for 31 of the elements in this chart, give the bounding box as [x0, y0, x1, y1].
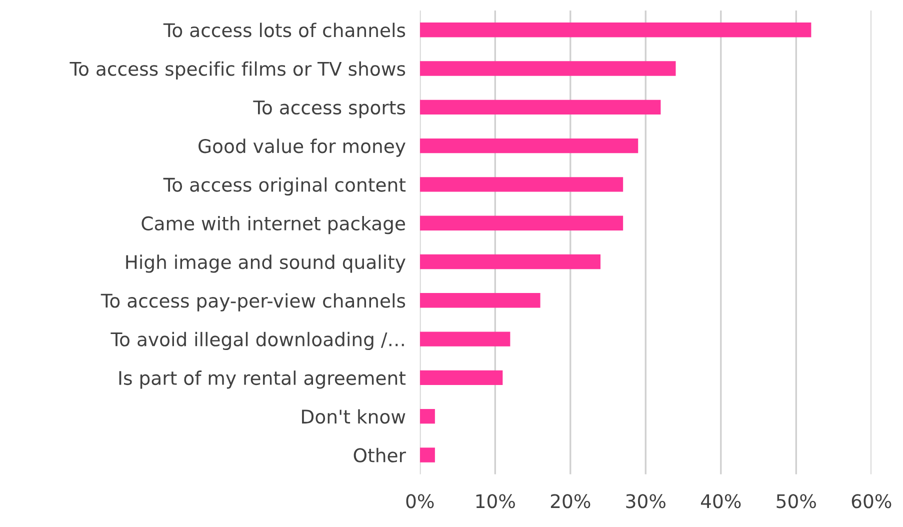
bar	[420, 254, 600, 270]
x-tick-label: 30%	[626, 494, 666, 508]
y-tick-label: To access original content	[163, 177, 406, 196]
bar	[420, 408, 435, 424]
bar	[420, 293, 540, 308]
x-tick-label: 20%	[550, 494, 590, 508]
y-tick-label: To access specific films or TV shows	[70, 61, 406, 80]
y-tick-label: High image and sound quality	[126, 254, 406, 273]
y-tick-label: Came with internet package	[142, 216, 406, 234]
y-tick-label: Don't know	[302, 409, 406, 424]
x-tick-label: 40%	[700, 494, 741, 508]
y-tick-label: Good value for money	[198, 138, 406, 157]
y-tick-label: Other	[354, 448, 406, 462]
y-tick-label: To access sports	[253, 100, 406, 118]
x-tick-label: 60%	[852, 494, 892, 508]
bar	[420, 370, 503, 386]
y-tick-label: To access pay-per-view channels	[100, 293, 406, 312]
y-tick-label: Is part of my rental agreement	[119, 370, 406, 389]
bar	[420, 100, 661, 114]
y-tick-label: To avoid illegal downloading /…	[110, 332, 404, 350]
x-tick-label: 50%	[776, 494, 816, 508]
bar	[420, 448, 435, 462]
y-tick-label: To access lots of channels	[163, 22, 406, 38]
bar	[420, 22, 812, 38]
x-tick-label: 10%	[476, 494, 515, 508]
bar	[420, 177, 624, 192]
bar	[420, 216, 624, 230]
bar	[420, 332, 510, 346]
bar	[420, 138, 638, 154]
bar	[420, 61, 676, 76]
x-tick-label: 0%	[406, 494, 434, 508]
